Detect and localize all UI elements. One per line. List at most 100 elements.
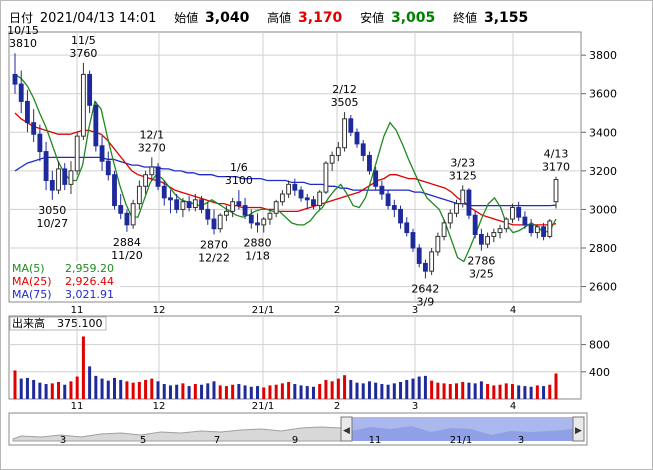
candle bbox=[360, 140, 366, 162]
volume-bar bbox=[119, 379, 123, 399]
navigator-left-handle[interactable] bbox=[340, 416, 353, 442]
volume-bar bbox=[150, 378, 154, 399]
price-x-tick-label: 3 bbox=[412, 305, 418, 316]
navigator[interactable]: ◀ ▶ 3 5 7 9 11 21/1 3 bbox=[8, 412, 588, 446]
candle-body-down bbox=[516, 207, 522, 218]
candle bbox=[342, 112, 348, 152]
navigator-tick-label: 7 bbox=[214, 435, 220, 446]
candle-body-up bbox=[80, 73, 86, 137]
candle-body-up bbox=[342, 118, 348, 149]
candle-body-up bbox=[130, 203, 136, 226]
candle bbox=[56, 161, 61, 194]
candle-body-down bbox=[174, 199, 180, 210]
volume-bar bbox=[399, 382, 403, 399]
volume-label-box: 出来高 375.100 bbox=[9, 316, 107, 331]
ma5-value: 2,959.20 bbox=[65, 262, 114, 275]
close-value: 3,155 bbox=[483, 10, 529, 26]
candle-body-down bbox=[311, 199, 316, 207]
volume-bar bbox=[299, 385, 303, 399]
candle-body-down bbox=[236, 201, 242, 207]
volume-bar bbox=[81, 336, 85, 399]
candle-body-down bbox=[541, 226, 546, 237]
annotation-value: 3810 bbox=[9, 37, 37, 50]
price-x-tick-label: 12 bbox=[153, 305, 166, 316]
candle-body-up bbox=[136, 185, 142, 205]
volume-bar bbox=[137, 382, 141, 399]
candle bbox=[541, 222, 546, 241]
candle bbox=[255, 213, 260, 233]
volume-x-tick-label: 12 bbox=[153, 401, 166, 412]
navigator-tick-label: 11 bbox=[369, 435, 382, 446]
candle-body-up bbox=[503, 218, 509, 230]
candle bbox=[211, 209, 217, 235]
candle bbox=[118, 194, 124, 220]
date-value: 2021/04/13 14:01 bbox=[39, 11, 157, 26]
candle bbox=[503, 217, 509, 233]
high-label: 高値 bbox=[267, 11, 292, 25]
price-x-tick-label: 4 bbox=[510, 305, 516, 316]
low-label: 安値 bbox=[360, 11, 385, 25]
annotation-value: 3100 bbox=[225, 174, 253, 187]
volume-bar bbox=[510, 384, 514, 399]
candle bbox=[87, 70, 93, 113]
candle-body-down bbox=[292, 183, 298, 191]
volume-bar bbox=[32, 379, 36, 399]
candle-body-down bbox=[199, 199, 204, 210]
annotation-value: 3170 bbox=[542, 161, 570, 174]
candle-body-up bbox=[279, 193, 285, 203]
navigator-right-handle[interactable] bbox=[572, 416, 585, 442]
candle bbox=[174, 194, 180, 214]
candle-body-down bbox=[87, 73, 93, 106]
candle-body-down bbox=[354, 131, 360, 145]
volume-bar bbox=[224, 386, 228, 399]
annotation-value: 2786 bbox=[467, 255, 495, 268]
candle-body-up bbox=[435, 235, 441, 253]
candle bbox=[460, 185, 466, 208]
candle bbox=[124, 209, 130, 232]
volume-x-tick-label: 11 bbox=[71, 401, 84, 412]
candle-body-down bbox=[373, 170, 379, 187]
candle bbox=[516, 201, 522, 221]
candle-body-up bbox=[460, 189, 466, 205]
annotation-value: 3505 bbox=[331, 96, 359, 109]
ma5-label: MA(5) bbox=[12, 262, 45, 275]
price-y-tick-label: 3200 bbox=[589, 165, 617, 178]
volume-bar bbox=[69, 381, 73, 399]
candle-body-up bbox=[217, 214, 223, 230]
candle-body-down bbox=[348, 118, 354, 133]
candle-body-up bbox=[56, 168, 61, 191]
candle-body-up bbox=[534, 226, 540, 234]
volume-x-tick-label: 3 bbox=[412, 401, 418, 412]
volume-bar bbox=[529, 386, 533, 399]
navigator-tick-label: 5 bbox=[140, 435, 146, 446]
candle bbox=[298, 186, 304, 202]
volume-bar bbox=[168, 385, 172, 399]
candle bbox=[261, 217, 267, 233]
candle bbox=[267, 209, 273, 225]
candle bbox=[93, 101, 99, 152]
candle bbox=[478, 228, 484, 251]
candle bbox=[304, 194, 310, 210]
candle bbox=[497, 224, 503, 239]
candle bbox=[68, 161, 74, 194]
volume-bar bbox=[349, 379, 353, 399]
candle-body-up bbox=[267, 212, 273, 220]
annotation-date: 12/1 bbox=[139, 128, 164, 141]
candle bbox=[553, 176, 559, 209]
price-y-tick-label: 3600 bbox=[589, 88, 617, 101]
candle bbox=[317, 190, 323, 210]
volume-bar bbox=[144, 379, 148, 399]
candle-body-down bbox=[205, 208, 211, 220]
navigator-tick-label: 3 bbox=[518, 435, 524, 446]
volume-bar bbox=[448, 384, 452, 399]
annotation-date: 2/12 bbox=[332, 83, 357, 96]
candle bbox=[248, 209, 254, 229]
candle bbox=[161, 180, 167, 206]
moving-average-lines bbox=[14, 73, 557, 263]
